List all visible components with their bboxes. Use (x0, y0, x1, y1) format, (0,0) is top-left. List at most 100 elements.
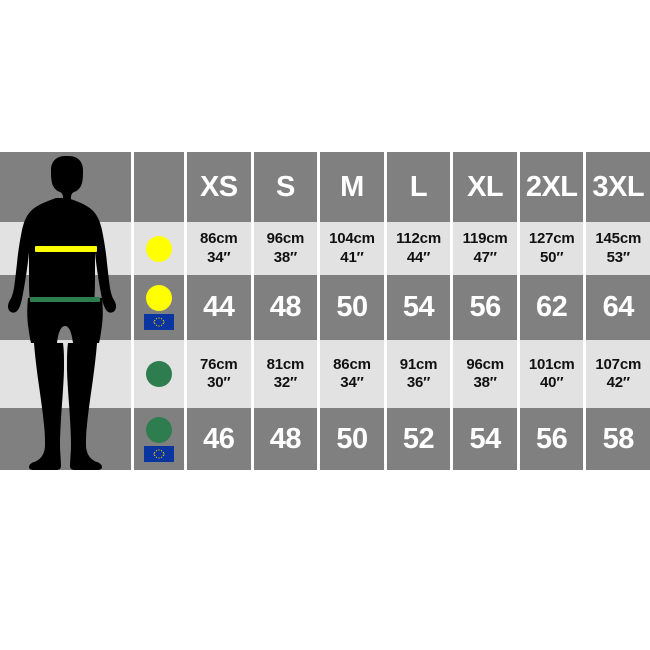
waist-cm-cell-2xl: 101cm 40″ (519, 340, 584, 408)
waist-eu-cell-xs: 46 (187, 408, 251, 470)
waist-in-s: 32″ (273, 374, 297, 391)
waist-eu-legend-icon (144, 416, 174, 462)
waist-eu-l: 52 (402, 422, 435, 455)
chest-eu-row: 44 48 50 54 56 62 64 (0, 275, 650, 340)
header-cell-3xl: 3XL (586, 152, 650, 222)
chest-in-xs: 34″ (207, 248, 231, 266)
icon-cell-waist-cm (134, 340, 184, 408)
waist-cm-cell-l: 91cm 36″ (386, 340, 451, 408)
icon-cell-chest-eu (134, 275, 184, 340)
waist-cm-cell-xs: 76cm 30″ (187, 340, 251, 408)
waist-cm-row: 76cm 30″ 81cm 32″ 86cm 34″ 91cm 36″ 96cm… (0, 340, 650, 408)
figure-cell-chest-cm (0, 222, 131, 275)
chest-eu-2xl: 62 (536, 291, 568, 323)
header-cell-xs: XS (187, 152, 251, 222)
chest-in-s: 38″ (273, 248, 297, 266)
waist-eu-m: 50 (336, 422, 368, 455)
waist-cm-3xl: 107cm (595, 355, 642, 373)
figure-cell-waist-cm (0, 340, 131, 408)
icon-cell-head (134, 152, 184, 222)
chest-eu-legend-icon (144, 285, 174, 330)
waist-in-xs: 30″ (207, 374, 231, 391)
chest-in-xl: 47″ (473, 248, 497, 266)
waist-eu-cell-2xl: 56 (519, 408, 584, 470)
eu-stars-icon (153, 448, 165, 459)
chest-cm-2xl: 127cm (528, 230, 575, 248)
waist-legend-icon (146, 361, 172, 387)
chest-cm-xl: 119cm (462, 230, 508, 248)
header-label-2xl: 2XL (525, 170, 578, 203)
waist-cm-s: 81cm (266, 355, 305, 373)
yellow-dot-icon (146, 285, 172, 311)
waist-eu-s: 48 (269, 422, 302, 455)
chest-in-2xl: 50″ (540, 248, 564, 266)
chest-cm-s: 96cm (266, 230, 305, 248)
chest-in-3xl: 53″ (606, 248, 630, 266)
waist-eu-cell-m: 50 (320, 408, 384, 470)
waist-eu-2xl: 56 (536, 422, 568, 455)
waist-eu-row: 46 48 50 52 54 56 58 (0, 408, 650, 470)
waist-cm-cell-xl: 96cm 38″ (453, 340, 517, 408)
header-cell-m: M (320, 152, 384, 222)
green-dot-icon (146, 361, 172, 387)
header-label-xs: XS (199, 170, 238, 203)
yellow-dot-icon (146, 235, 172, 262)
chest-cm-xs: 86cm (200, 230, 238, 248)
chest-eu-cell-s: 48 (253, 275, 318, 340)
header-cell-s: S (253, 152, 318, 222)
waist-cm-cell-s: 81cm 32″ (253, 340, 318, 408)
waist-eu-cell-s: 48 (253, 408, 318, 470)
waist-in-l: 36″ (406, 374, 431, 391)
eu-flag-icon (144, 445, 174, 462)
chest-in-m: 41″ (340, 248, 364, 266)
waist-cm-m: 86cm (333, 355, 371, 373)
chest-legend-icon (146, 235, 172, 262)
waist-cm-cell-3xl: 107cm 42″ (586, 340, 650, 408)
chest-eu-cell-xl: 56 (453, 275, 517, 340)
header-cell-xl: XL (453, 152, 517, 222)
green-dot-icon (146, 416, 172, 443)
chest-cm-cell-xl: 119cm 47″ (453, 222, 517, 275)
header-label-3xl: 3XL (592, 170, 645, 203)
waist-cm-xl: 96cm (466, 355, 504, 373)
waist-in-xl: 38″ (473, 374, 497, 391)
waist-eu-cell-l: 52 (386, 408, 451, 470)
waist-in-3xl: 42″ (606, 374, 630, 391)
waist-eu-cell-3xl: 58 (586, 408, 650, 470)
chest-cm-m: 104cm (329, 230, 375, 248)
figure-cell-chest-eu (0, 275, 131, 340)
chest-eu-m: 50 (336, 291, 368, 323)
chest-cm-cell-s: 96cm 38″ (253, 222, 318, 275)
chest-cm-cell-xs: 86cm 34″ (187, 222, 251, 275)
header-cell-l: L (386, 152, 451, 222)
waist-cm-cell-m: 86cm 34″ (320, 340, 384, 408)
size-table: XS S M L XL 2XL 3XL (0, 152, 650, 470)
eu-flag-icon (144, 314, 174, 330)
waist-eu-xs: 46 (203, 422, 235, 455)
chest-cm-cell-m: 104cm 41″ (320, 222, 384, 275)
figure-cell-waist-eu (0, 408, 131, 470)
chest-eu-cell-2xl: 62 (519, 275, 584, 340)
chest-eu-s: 48 (269, 291, 302, 323)
waist-cm-l: 91cm (399, 355, 438, 373)
chest-cm-3xl: 145cm (595, 230, 642, 248)
chest-cm-cell-l: 112cm 44″ (386, 222, 451, 275)
chest-eu-xs: 44 (203, 291, 235, 323)
waist-in-m: 34″ (340, 374, 364, 391)
waist-eu-cell-xl: 54 (453, 408, 517, 470)
waist-eu-3xl: 58 (602, 422, 635, 455)
chest-in-l: 44″ (406, 248, 431, 266)
figure-cell-head (0, 152, 131, 222)
chest-cm-cell-2xl: 127cm 50″ (519, 222, 584, 275)
icon-cell-chest-cm (134, 222, 184, 275)
header-label-xl: XL (467, 170, 504, 203)
header-label-s: S (275, 170, 295, 203)
header-label-l: L (409, 170, 428, 203)
waist-cm-xs: 76cm (200, 355, 238, 373)
waist-in-2xl: 40″ (540, 374, 564, 391)
chest-eu-xl: 56 (469, 291, 501, 323)
header-label-m: M (340, 170, 364, 203)
icon-cell-waist-eu (134, 408, 184, 470)
waist-eu-xl: 54 (469, 422, 501, 455)
